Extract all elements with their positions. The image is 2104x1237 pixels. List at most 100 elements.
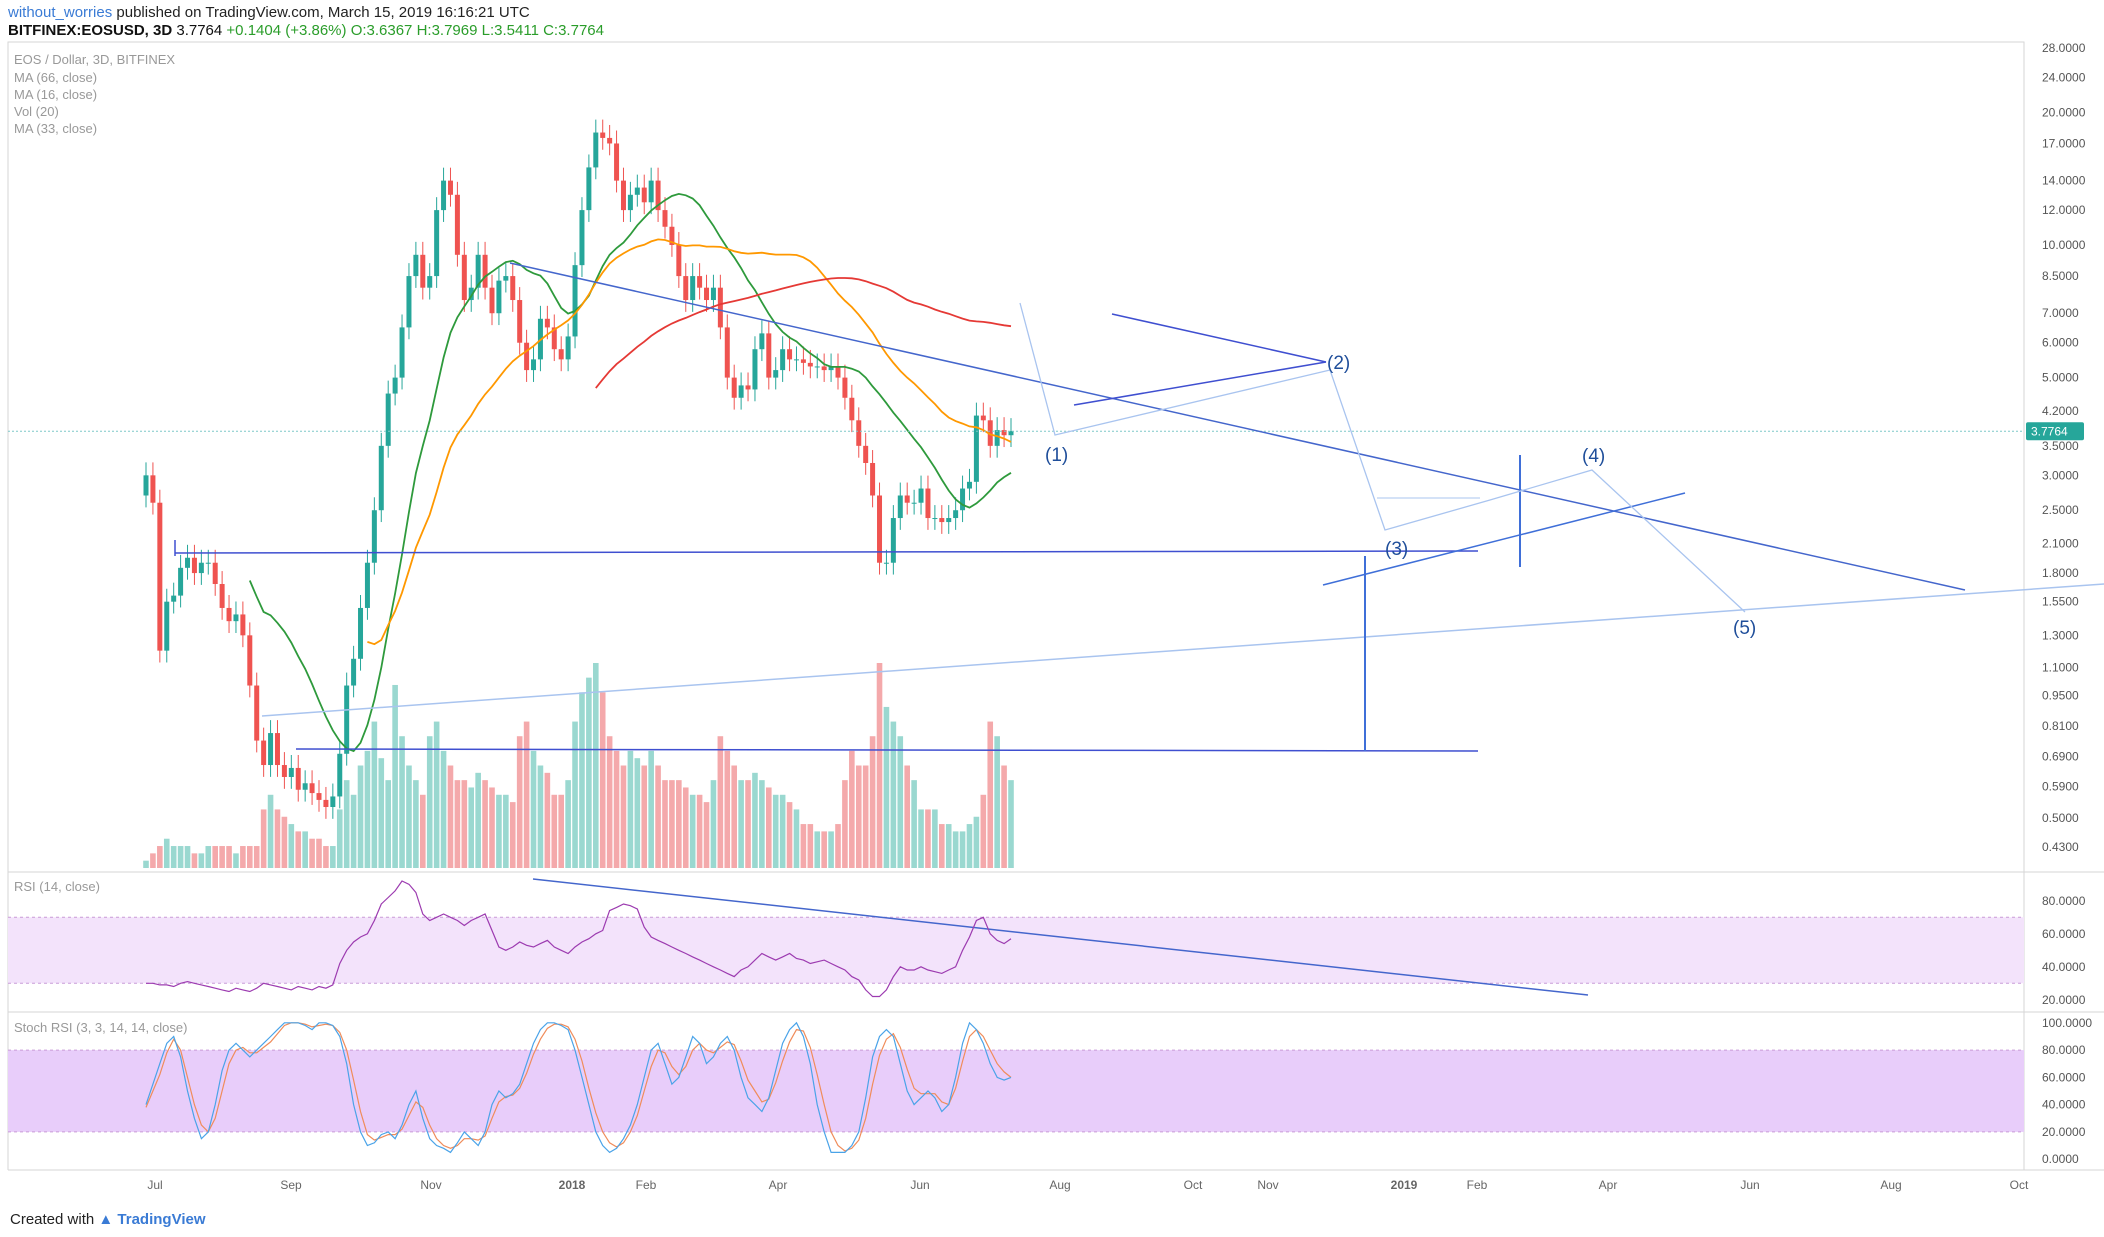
volume-bar bbox=[226, 846, 232, 868]
triangle-lower bbox=[1073, 361, 1327, 406]
volume-bar bbox=[731, 765, 737, 868]
price-tick-label: 1.3000 bbox=[2042, 628, 2079, 642]
volume-bar bbox=[655, 765, 661, 868]
candle-body bbox=[489, 287, 495, 314]
symbol-label: BITFINEX:EOSUSD, 3D bbox=[8, 22, 173, 39]
high-value: H:3.7969 bbox=[416, 22, 478, 39]
volume-bar bbox=[150, 853, 156, 868]
candle-body bbox=[655, 180, 661, 211]
candle-body bbox=[911, 502, 917, 504]
candle-body bbox=[171, 595, 177, 602]
volume-bar bbox=[357, 765, 364, 868]
time-tick-label: Apr bbox=[769, 1178, 788, 1192]
volume-bar bbox=[343, 780, 350, 868]
volume-bar bbox=[537, 765, 544, 868]
candle-body bbox=[773, 370, 779, 378]
volume-bar bbox=[918, 809, 924, 868]
candle-body bbox=[413, 254, 419, 277]
time-tick-label: Oct bbox=[2010, 1178, 2029, 1192]
volume-bar bbox=[676, 780, 682, 868]
candle-body bbox=[745, 385, 751, 390]
legend-vol: Vol (20) bbox=[14, 104, 59, 119]
volume-bar bbox=[496, 794, 502, 868]
stoch-tick-label: 60.0000 bbox=[2042, 1070, 2086, 1084]
time-tick-label: 2018 bbox=[559, 1178, 586, 1192]
candle-body bbox=[268, 733, 274, 766]
volume-bar bbox=[862, 765, 869, 868]
volume-bar bbox=[295, 831, 302, 868]
candle-body bbox=[814, 366, 820, 368]
horizontal-support-upper bbox=[174, 550, 1479, 554]
rising-wedge-line bbox=[1322, 492, 1686, 586]
volume-bar bbox=[454, 780, 461, 868]
volume-bar bbox=[703, 802, 710, 868]
candle-body bbox=[766, 333, 772, 378]
author-link[interactable]: without_worries bbox=[8, 4, 113, 21]
candle-body bbox=[219, 584, 225, 608]
volume-bar bbox=[897, 736, 904, 868]
candle-body bbox=[600, 132, 606, 138]
price-tick-label: 0.9500 bbox=[2042, 688, 2079, 702]
triangle-upper bbox=[1111, 313, 1327, 363]
candle-body bbox=[198, 562, 204, 574]
candle-body bbox=[980, 415, 986, 421]
rsi-line bbox=[146, 880, 1012, 998]
candle-body bbox=[634, 187, 640, 195]
volume-bar bbox=[330, 846, 336, 868]
volume-bar bbox=[302, 831, 308, 868]
volume-bar bbox=[274, 809, 281, 868]
trendlines bbox=[174, 262, 2104, 996]
candle-body bbox=[447, 180, 453, 195]
candle-body bbox=[918, 488, 924, 503]
volume-bar bbox=[530, 750, 537, 868]
volume-bar bbox=[385, 780, 391, 868]
time-tick-label: Feb bbox=[1467, 1178, 1488, 1192]
volume-bar bbox=[420, 794, 426, 868]
price-tick-label: 0.5900 bbox=[2042, 779, 2079, 793]
volume-bar bbox=[475, 772, 481, 868]
volume-bar bbox=[724, 750, 731, 868]
volume-bar bbox=[170, 846, 177, 868]
volume-bar bbox=[191, 853, 198, 868]
stoch-tick-label: 100.0000 bbox=[2042, 1016, 2092, 1030]
candle-body bbox=[420, 254, 426, 288]
candle-body bbox=[683, 276, 689, 301]
created-with-label: Created with bbox=[10, 1211, 95, 1228]
price-tick-label: 0.6900 bbox=[2042, 750, 2079, 764]
volume-bar bbox=[440, 750, 447, 868]
stoch-axis: 100.0000 80.0000 60.0000 40.0000 20.0000 0.00… bbox=[2042, 1016, 2092, 1166]
volume-bar bbox=[821, 831, 827, 868]
stoch-pane-title: Stoch RSI (3, 3, 14, 14, close) bbox=[14, 1020, 187, 1035]
candle-body bbox=[641, 187, 647, 203]
volume-bar bbox=[855, 765, 862, 868]
price-tick-label: 2.5000 bbox=[2042, 503, 2079, 517]
candle-body bbox=[607, 137, 613, 144]
rsi-path bbox=[146, 880, 1012, 998]
volume-bar bbox=[828, 831, 834, 868]
price-tick-label: 17.0000 bbox=[2042, 136, 2086, 150]
candle-body bbox=[531, 359, 537, 371]
candle-body bbox=[185, 557, 191, 568]
time-tick-label: Sep bbox=[280, 1178, 302, 1192]
candle-body bbox=[164, 601, 170, 651]
volume-bar bbox=[281, 816, 288, 868]
volume-bar bbox=[433, 721, 440, 868]
candle-body bbox=[939, 518, 945, 523]
volume-bar bbox=[925, 809, 931, 868]
moving-averages bbox=[248, 192, 1012, 753]
tradingview-brand[interactable]: TradingView bbox=[117, 1211, 206, 1228]
time-tick-label: Aug bbox=[1880, 1178, 1901, 1192]
time-tick-label: Oct bbox=[1184, 1178, 1203, 1192]
candle-body bbox=[475, 254, 481, 288]
volume-bar bbox=[890, 721, 897, 868]
candle-body bbox=[351, 658, 357, 686]
candle-body bbox=[793, 359, 799, 361]
published-info: published on TradingView.com, March 15, … bbox=[116, 4, 530, 21]
candle-body bbox=[925, 488, 931, 519]
volume-bar bbox=[752, 772, 758, 868]
price-tick-label: 14.0000 bbox=[2042, 174, 2086, 188]
candle-body bbox=[406, 276, 412, 328]
elliott-wave-path bbox=[1019, 302, 1746, 613]
candle-body bbox=[759, 333, 765, 350]
